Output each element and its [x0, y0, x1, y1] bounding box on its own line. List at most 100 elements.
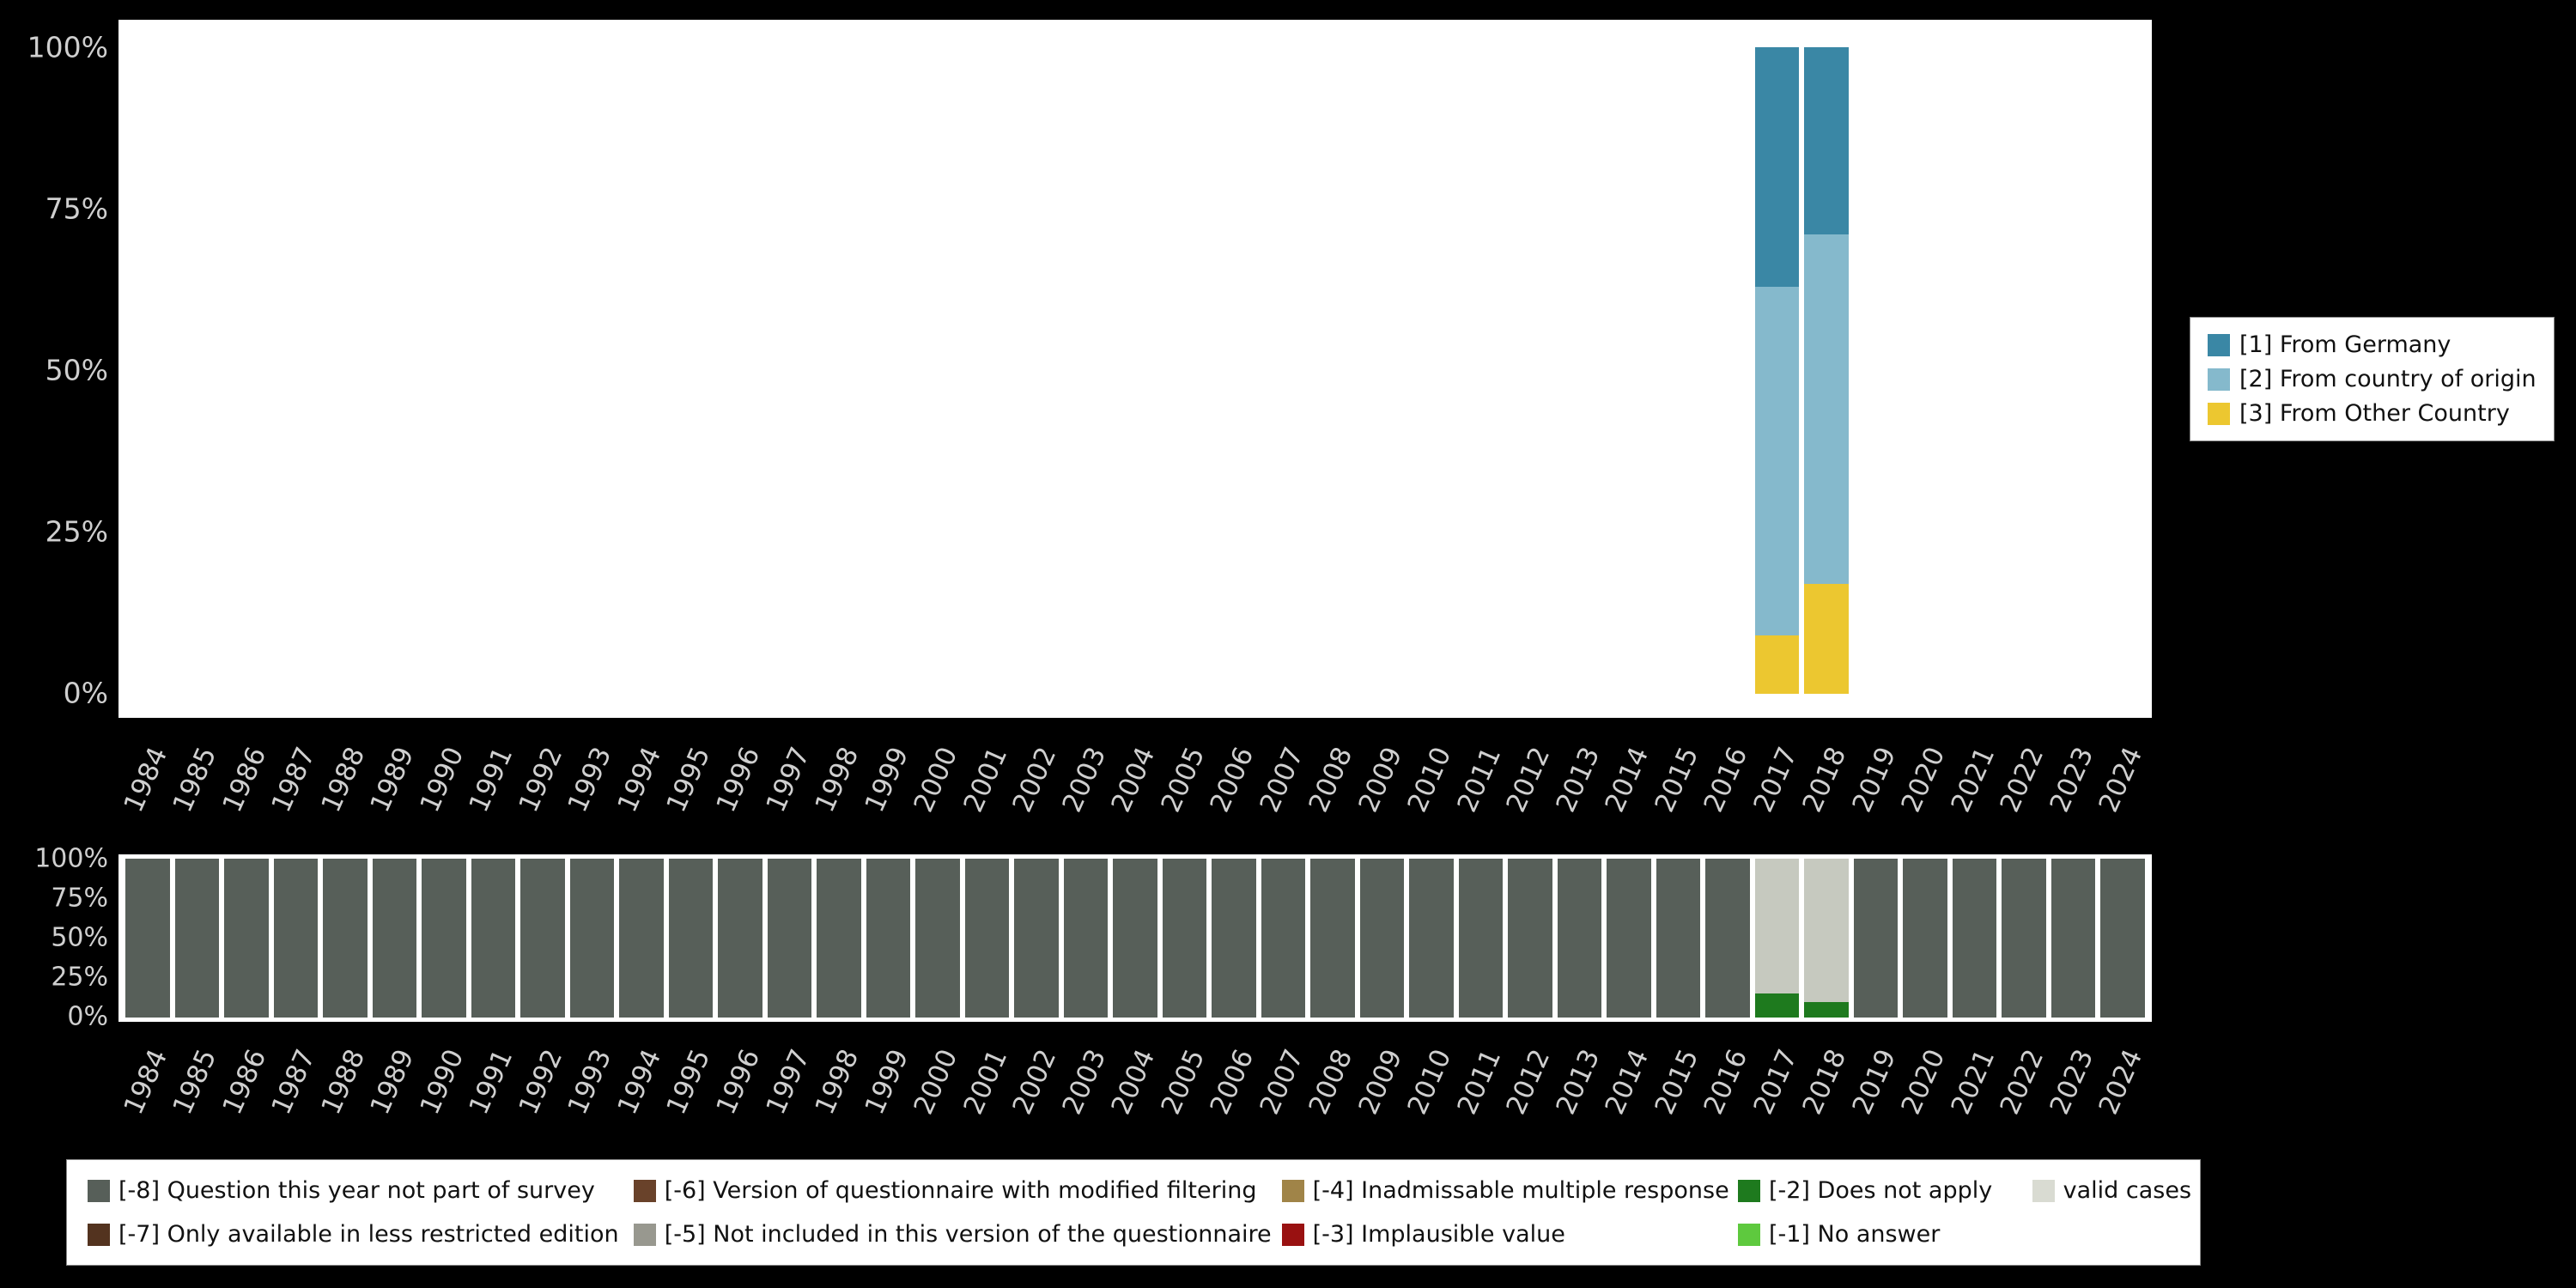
- legend-column: [-2] Does not apply [-1] No answer: [1737, 1177, 2032, 1248]
- bar-2018: [1801, 47, 1851, 694]
- bar-2005: [1160, 859, 1210, 1018]
- legend-swatch: [633, 1223, 656, 1246]
- bar-segment: [1014, 859, 1059, 1018]
- bar-2024: [2098, 859, 2148, 1018]
- x-axis-label: 2017: [1747, 742, 1804, 817]
- x-axis-label: 1992: [513, 742, 569, 817]
- bar-segment: [372, 859, 417, 1018]
- x-axis-label: 2007: [1253, 742, 1309, 817]
- bar-segment: [1458, 859, 1504, 1018]
- legend-label: [-1] No answer: [1768, 1221, 1941, 1248]
- bar-2010: [1406, 47, 1456, 694]
- x-axis-label: 1988: [315, 1044, 372, 1120]
- bar-segment: [1557, 859, 1602, 1018]
- bar-2024: [2098, 47, 2148, 694]
- bar-1985: [173, 47, 222, 694]
- x-axis-label: 2005: [1154, 1044, 1211, 1120]
- bar-2016: [1703, 47, 1753, 694]
- legend-swatch: [633, 1179, 656, 1202]
- bar-1985: [173, 859, 222, 1018]
- y-axis-label: 100%: [34, 843, 108, 874]
- x-axis-label: 1999: [858, 742, 914, 817]
- bar-2020: [1900, 859, 1950, 1018]
- x-axis-label: 1993: [562, 1044, 618, 1120]
- legend-item: [3] From Other Country: [2208, 400, 2537, 427]
- bar-segment: [1804, 584, 1849, 694]
- bar-1986: [222, 859, 271, 1018]
- bar-2007: [1259, 47, 1309, 694]
- x-axis-label: 1984: [118, 1044, 174, 1120]
- bar-2005: [1160, 47, 1210, 694]
- legend-label: [-7] Only available in less restricted e…: [118, 1221, 619, 1248]
- bar-segment: [1310, 859, 1355, 1018]
- bar-segment: [422, 859, 466, 1018]
- x-axis-label: 2022: [1994, 1044, 2050, 1120]
- legend-swatch: [2032, 1179, 2055, 1202]
- bar-segment: [2002, 859, 2046, 1018]
- legend-missing-values: [-8] Question this year not part of surv…: [66, 1159, 2201, 1266]
- bar-segment: [174, 859, 219, 1018]
- bar-2008: [1308, 859, 1358, 1018]
- bar-2013: [1555, 859, 1605, 1018]
- x-axis-label: 2010: [1401, 742, 1458, 817]
- x-axis-label: 2011: [1451, 742, 1508, 817]
- x-axis-label: 2008: [1303, 742, 1359, 817]
- x-axis-label: 2004: [1105, 1044, 1162, 1120]
- x-axis-label: 2009: [1352, 742, 1408, 817]
- legend-swatch: [2208, 368, 2230, 391]
- top-chart-y-axis: 100% 75% 50% 25% 0%: [0, 31, 108, 710]
- x-axis-label: 1991: [463, 1044, 519, 1120]
- x-axis-label: 1994: [611, 1044, 668, 1120]
- bar-segment: [619, 859, 664, 1018]
- bar-2019: [1851, 859, 1901, 1018]
- x-axis-label: 1986: [216, 1044, 273, 1120]
- x-axis-label: 1998: [809, 742, 866, 817]
- bar-segment: [866, 859, 911, 1018]
- bar-1994: [617, 47, 666, 694]
- bottom-chart-x-axis: 1984 1985 1986 1987 1988 1989 1990 1991 1992 1993…: [118, 1029, 2149, 1140]
- x-axis-label: 2024: [2093, 1044, 2149, 1120]
- x-axis-label: 2021: [1945, 1044, 2002, 1120]
- x-axis-label: 2020: [1895, 742, 1952, 817]
- bar-2015: [1654, 859, 1704, 1018]
- legend-label: valid cases: [2063, 1177, 2192, 1204]
- bar-segment: [1754, 635, 1800, 694]
- bar-2011: [1456, 47, 1506, 694]
- y-axis-label: 25%: [45, 514, 108, 549]
- x-axis-label: 1990: [414, 1044, 471, 1120]
- x-axis-label: 1998: [809, 1044, 866, 1120]
- legend-item: [1] From Germany: [2208, 331, 2537, 358]
- legend-swatch: [88, 1179, 110, 1202]
- legend-label: [-2] Does not apply: [1768, 1177, 1993, 1204]
- x-axis-label: 1990: [414, 742, 471, 817]
- top-chart-plot-area: [118, 20, 2152, 718]
- x-axis-label: 2006: [1204, 1044, 1261, 1120]
- x-axis-label: 2010: [1401, 1044, 1458, 1120]
- x-axis-label: 2016: [1698, 742, 1754, 817]
- x-axis-label: 2003: [1055, 1044, 1112, 1120]
- y-axis-label: 75%: [51, 883, 108, 914]
- legend-label: [-6] Version of questionnaire with modif…: [664, 1177, 1257, 1204]
- bar-segment: [1903, 859, 1947, 1018]
- bar-segment: [1804, 234, 1849, 584]
- x-axis-label: 2003: [1055, 742, 1112, 817]
- x-axis-label: 2023: [2044, 742, 2100, 817]
- x-axis-label: 1984: [118, 742, 174, 817]
- x-axis-label: 1986: [216, 742, 273, 817]
- bar-2004: [1110, 47, 1160, 694]
- bar-segment: [915, 859, 960, 1018]
- bar-1993: [568, 859, 617, 1018]
- legend-label: [-4] Inadmissable multiple response: [1312, 1177, 1729, 1204]
- bar-segment: [1212, 859, 1256, 1018]
- bar-segment: [1754, 859, 1800, 994]
- bar-2000: [913, 859, 963, 1018]
- bar-2012: [1505, 859, 1555, 1018]
- x-axis-label: 2019: [1846, 1044, 1903, 1120]
- legend-swatch: [88, 1223, 110, 1246]
- bar-1989: [370, 859, 420, 1018]
- bar-2006: [1209, 859, 1259, 1018]
- x-axis-label: 2014: [1599, 1044, 1656, 1120]
- legend-item: [-3] Implausible value: [1281, 1221, 1738, 1248]
- bar-2013: [1555, 47, 1605, 694]
- y-axis-label: 0%: [67, 1001, 108, 1032]
